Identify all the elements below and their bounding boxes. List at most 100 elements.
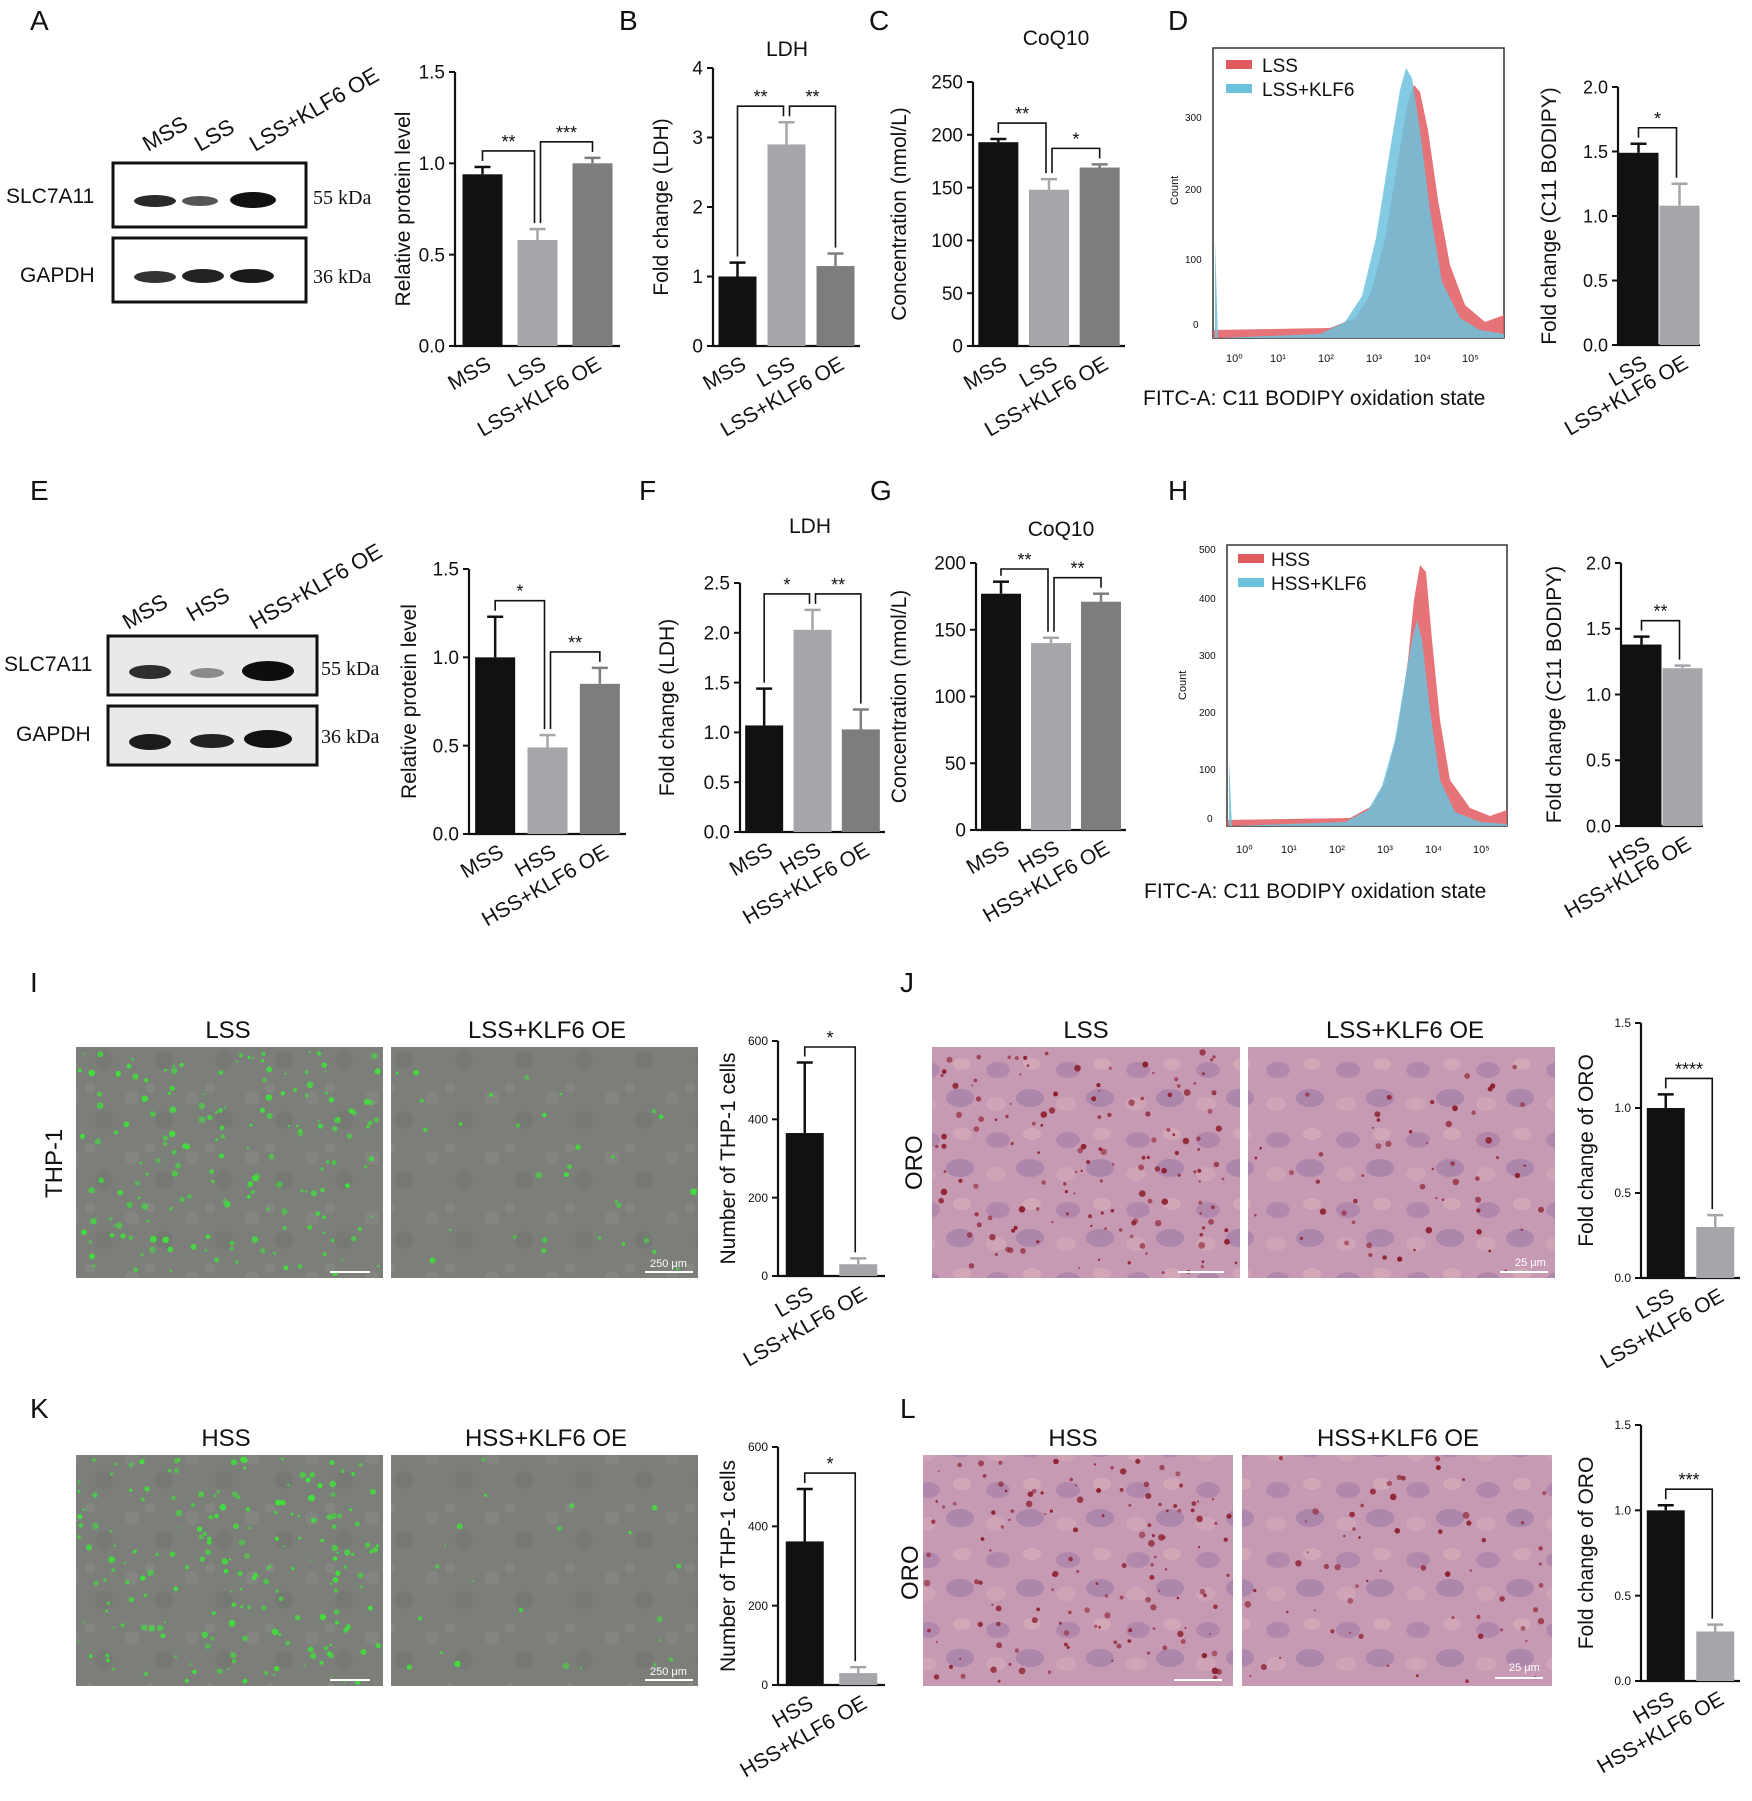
micrograph-speck bbox=[113, 1224, 116, 1227]
micrograph-speck bbox=[1027, 1491, 1034, 1497]
micrograph-speck bbox=[273, 1665, 280, 1672]
micrograph-speck bbox=[1100, 1211, 1104, 1215]
micrograph-speck bbox=[239, 1604, 244, 1609]
micrograph-speck bbox=[1154, 1166, 1161, 1172]
micrograph-speck bbox=[1019, 1073, 1022, 1076]
micrograph-speck bbox=[332, 1577, 339, 1583]
micrograph-speck bbox=[927, 1628, 931, 1633]
micrograph-speck bbox=[1394, 1528, 1401, 1534]
micrograph-speck bbox=[1005, 1114, 1009, 1119]
micrograph-speck bbox=[611, 1155, 615, 1159]
chart-title: CoQ10 bbox=[1028, 518, 1095, 541]
micrograph-speck bbox=[1142, 1061, 1149, 1068]
micrograph-speck bbox=[980, 1537, 985, 1541]
wb-lane-label: MSS bbox=[138, 111, 192, 156]
micrograph-speck bbox=[1128, 1099, 1135, 1106]
micrograph-speck bbox=[1162, 1645, 1168, 1651]
chart-title: LDH bbox=[766, 38, 808, 61]
micrograph-speck bbox=[173, 1586, 179, 1592]
micrograph-speck bbox=[935, 1500, 938, 1503]
micrograph-speck bbox=[281, 1208, 288, 1215]
micrograph-speck bbox=[1464, 1073, 1471, 1079]
bar bbox=[517, 240, 558, 346]
micrograph-speck bbox=[82, 1052, 85, 1055]
micrograph-speck bbox=[937, 1470, 940, 1473]
micrograph-speck bbox=[1299, 1236, 1304, 1241]
micrograph-speck bbox=[429, 1257, 436, 1264]
wb-lane-label: HSS bbox=[182, 582, 234, 626]
micrograph-speck bbox=[141, 1095, 148, 1103]
micrograph-speck bbox=[1145, 1111, 1151, 1117]
micrograph-speck bbox=[265, 1207, 270, 1211]
micrograph-speck bbox=[123, 1561, 127, 1565]
bar bbox=[816, 266, 855, 346]
micrograph-speck bbox=[1471, 1110, 1476, 1115]
micrograph-speck bbox=[218, 1070, 224, 1075]
micrograph-speck bbox=[332, 1556, 338, 1561]
micrograph-speck bbox=[77, 1535, 82, 1540]
significance-label: *** bbox=[556, 123, 577, 143]
micrograph-speck bbox=[1177, 1508, 1182, 1513]
micrograph-speck bbox=[1035, 1207, 1040, 1211]
micrograph-speck bbox=[224, 1201, 231, 1208]
micrograph-speck bbox=[1025, 1500, 1033, 1508]
micrograph-speck bbox=[207, 1115, 213, 1120]
bar bbox=[1621, 644, 1662, 826]
micrograph-speck bbox=[1542, 1491, 1547, 1496]
micrograph-speck bbox=[966, 1232, 973, 1238]
micrograph-speck bbox=[332, 1126, 338, 1132]
micrograph-speck bbox=[242, 1678, 248, 1684]
micrograph-speck bbox=[1441, 1198, 1445, 1202]
micrograph-speck bbox=[287, 1124, 291, 1128]
micrograph-speck bbox=[297, 1264, 303, 1269]
micrograph-speck bbox=[149, 1111, 156, 1117]
micrograph-speck bbox=[177, 1526, 180, 1529]
micrograph-speck bbox=[266, 1566, 270, 1570]
y-tick-label: 1.0 bbox=[1614, 1101, 1631, 1115]
y-tick-label: 200 bbox=[748, 1191, 768, 1205]
micrograph-speck bbox=[112, 1667, 115, 1671]
micrograph-speck bbox=[1031, 1121, 1036, 1126]
micrograph-speck bbox=[1052, 1570, 1059, 1578]
fluorescent-cells bbox=[77, 1456, 382, 1685]
micrograph-speck bbox=[156, 1624, 164, 1632]
micrograph-speck bbox=[1382, 1255, 1387, 1260]
micrograph-speck bbox=[994, 1252, 999, 1257]
micrograph-speck bbox=[1040, 1491, 1044, 1495]
micrograph-speck bbox=[1104, 1612, 1111, 1619]
micrograph-speck bbox=[318, 1123, 323, 1129]
micrograph-speck bbox=[1068, 1556, 1073, 1562]
micrograph-speck bbox=[359, 1585, 363, 1589]
micrograph-speck bbox=[175, 1509, 183, 1517]
micrograph-speck bbox=[1416, 1674, 1419, 1678]
wb-row-label: SLC7A11 bbox=[6, 185, 94, 208]
wb-band bbox=[190, 668, 224, 678]
y-tick-label: 400 bbox=[748, 1113, 768, 1127]
micrograph-title: HSS+KLF6 OE bbox=[1317, 1425, 1479, 1452]
micrograph-speck bbox=[229, 1246, 234, 1251]
histogram-xtick: 10³ bbox=[1377, 844, 1393, 856]
micrograph-speck bbox=[923, 1579, 931, 1587]
panel-letter-g: G bbox=[870, 475, 892, 506]
micrograph-speck bbox=[1135, 1458, 1141, 1464]
micrograph-speck bbox=[274, 1536, 279, 1541]
micrograph-speck bbox=[214, 1257, 219, 1263]
micrograph-speck bbox=[103, 1578, 107, 1582]
micrograph-speck bbox=[92, 1264, 96, 1268]
micrograph-speck bbox=[1090, 1224, 1093, 1228]
histogram-ytick: 300 bbox=[1199, 651, 1216, 662]
micrograph-speck bbox=[81, 1229, 87, 1235]
significance-bracket bbox=[549, 651, 601, 730]
histogram-ytick: 200 bbox=[1199, 708, 1216, 719]
micrograph-speck bbox=[656, 1616, 663, 1622]
micrograph-speck bbox=[1215, 1125, 1222, 1132]
micrograph-speck bbox=[1211, 1667, 1219, 1675]
micrograph-speck bbox=[88, 1187, 95, 1194]
micrograph-speck bbox=[938, 1197, 944, 1204]
micrograph-speck bbox=[1068, 1610, 1072, 1615]
micrograph-speck bbox=[971, 1084, 974, 1087]
micrograph-speck bbox=[260, 1059, 265, 1063]
micrograph-speck bbox=[202, 1531, 207, 1536]
micrograph-speck bbox=[1475, 1176, 1480, 1181]
